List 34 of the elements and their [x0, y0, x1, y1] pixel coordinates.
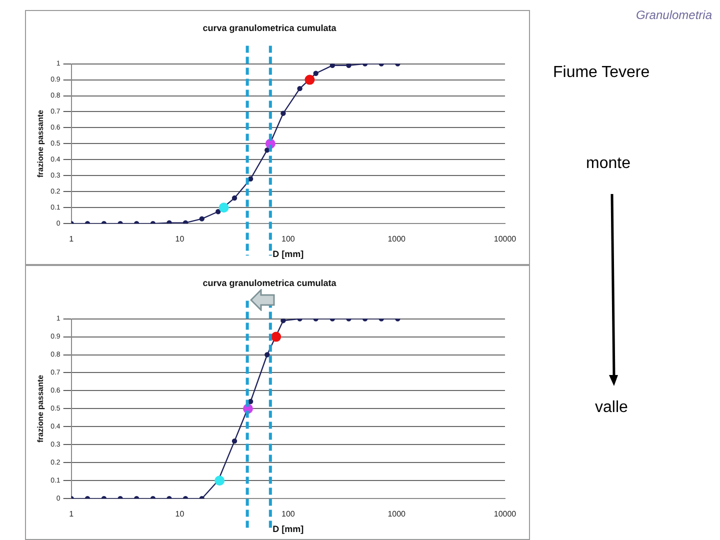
x-tick-label: 1000	[388, 234, 406, 244]
chart-title: curva granulometrica cumulata	[202, 22, 338, 33]
x-tick-label: 100	[281, 510, 296, 519]
point	[280, 318, 286, 324]
point	[330, 64, 336, 68]
point	[232, 195, 238, 201]
x-tick-label: 1000	[388, 510, 406, 519]
chart-title: curva granulometrica cumulata	[202, 278, 338, 288]
text: monte	[586, 155, 630, 173]
x-tick-label: 10000	[494, 510, 517, 519]
point	[248, 176, 254, 182]
x-axis-title: D [mm]	[272, 524, 304, 534]
x-tick-label: 10000	[494, 234, 517, 244]
x-axis-title: D [mm]	[272, 249, 304, 260]
point	[346, 64, 352, 68]
point	[264, 147, 270, 153]
x-tick-label: 10	[175, 510, 185, 519]
point	[232, 438, 238, 444]
y-axis-title: frazione passante	[36, 109, 46, 178]
text: valle	[595, 399, 628, 417]
point	[199, 216, 204, 222]
x-tick-label: 100	[281, 234, 296, 244]
x-tick-label: 1	[69, 510, 74, 519]
y-axis-title: frazione passante	[36, 374, 46, 442]
x-tick-label: 10	[175, 234, 185, 244]
point	[264, 352, 270, 358]
x-tick-label: 1	[69, 234, 74, 244]
point	[166, 220, 172, 224]
text: Granulometria	[636, 8, 712, 22]
point	[280, 110, 286, 116]
point	[297, 86, 302, 92]
point	[216, 209, 221, 214]
text: Fiume Tevere	[553, 64, 650, 82]
point	[313, 70, 318, 76]
